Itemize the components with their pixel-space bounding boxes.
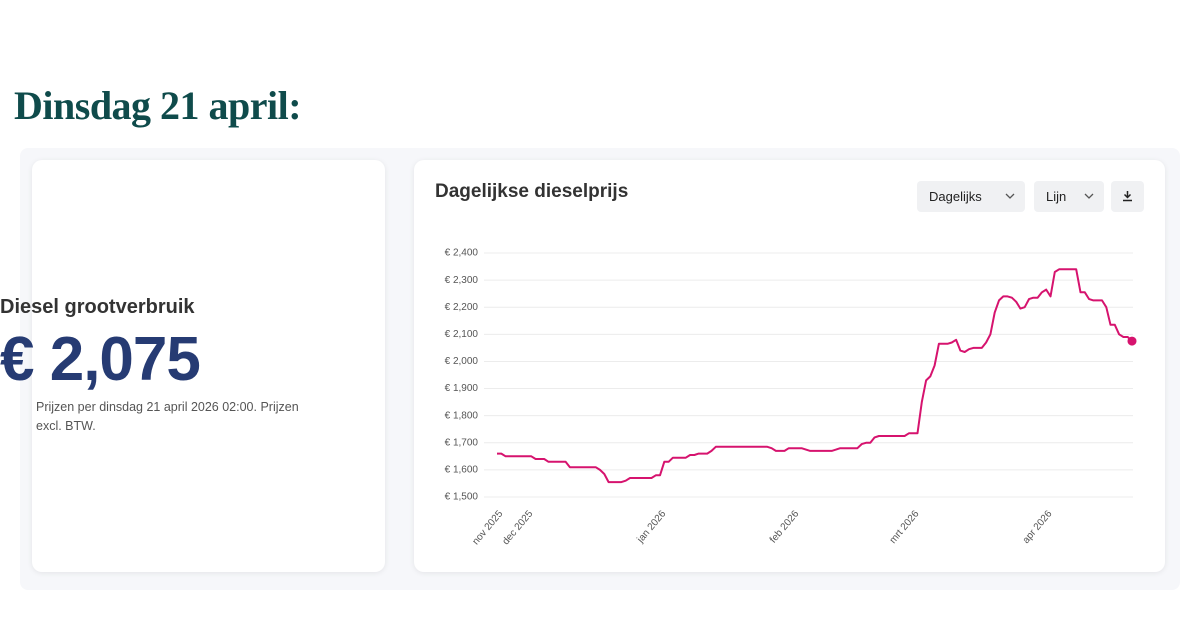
x-tick-label: nov 2025 bbox=[470, 508, 505, 547]
y-tick-label: € 1,600 bbox=[445, 465, 479, 476]
x-tick-label: feb 2026 bbox=[768, 508, 802, 545]
interval-label: Dagelijks bbox=[929, 189, 982, 204]
download-icon bbox=[1123, 191, 1132, 202]
price: € 2,075 bbox=[0, 325, 201, 394]
chart-card bbox=[414, 160, 1165, 572]
x-tick-label: apr 2026 bbox=[1021, 508, 1055, 546]
chevron bbox=[1084, 193, 1094, 199]
y-tick-label: € 2,000 bbox=[445, 356, 479, 367]
chevron bbox=[1005, 193, 1015, 199]
last-point bbox=[1127, 336, 1137, 346]
heading: Dinsdag 21 april: bbox=[14, 83, 302, 128]
chart-title: Dagelijkse dieselprijs bbox=[435, 181, 628, 202]
download-button[interactable] bbox=[1111, 181, 1144, 212]
style-label: Lijn bbox=[1046, 189, 1067, 204]
note: Prijzen per dinsdag 21 april 2026 02:00.… bbox=[36, 400, 299, 433]
price-line bbox=[497, 268, 1133, 484]
y-tick-label: € 1,500 bbox=[445, 492, 479, 503]
style-select[interactable]: Lijn bbox=[1034, 181, 1104, 212]
y-tick-label: € 2,400 bbox=[445, 248, 479, 259]
y-tick-label: € 1,900 bbox=[445, 383, 479, 394]
card-title: Diesel grootverbruik bbox=[0, 296, 195, 318]
y-tick-label: € 2,300 bbox=[445, 275, 479, 286]
y-tick-label: € 2,200 bbox=[445, 302, 479, 313]
price-card bbox=[32, 160, 385, 572]
x-tick-label: dec 2025 bbox=[500, 508, 535, 547]
y-tick-label: € 2,100 bbox=[445, 329, 479, 340]
y-tick-label: € 1,700 bbox=[445, 437, 479, 448]
x-tick-label: jan 2026 bbox=[635, 508, 669, 546]
interval-select[interactable]: Dagelijks bbox=[917, 181, 1025, 212]
x-tick-label: mrt 2026 bbox=[888, 508, 922, 546]
y-tick-label: € 1,800 bbox=[445, 410, 479, 421]
